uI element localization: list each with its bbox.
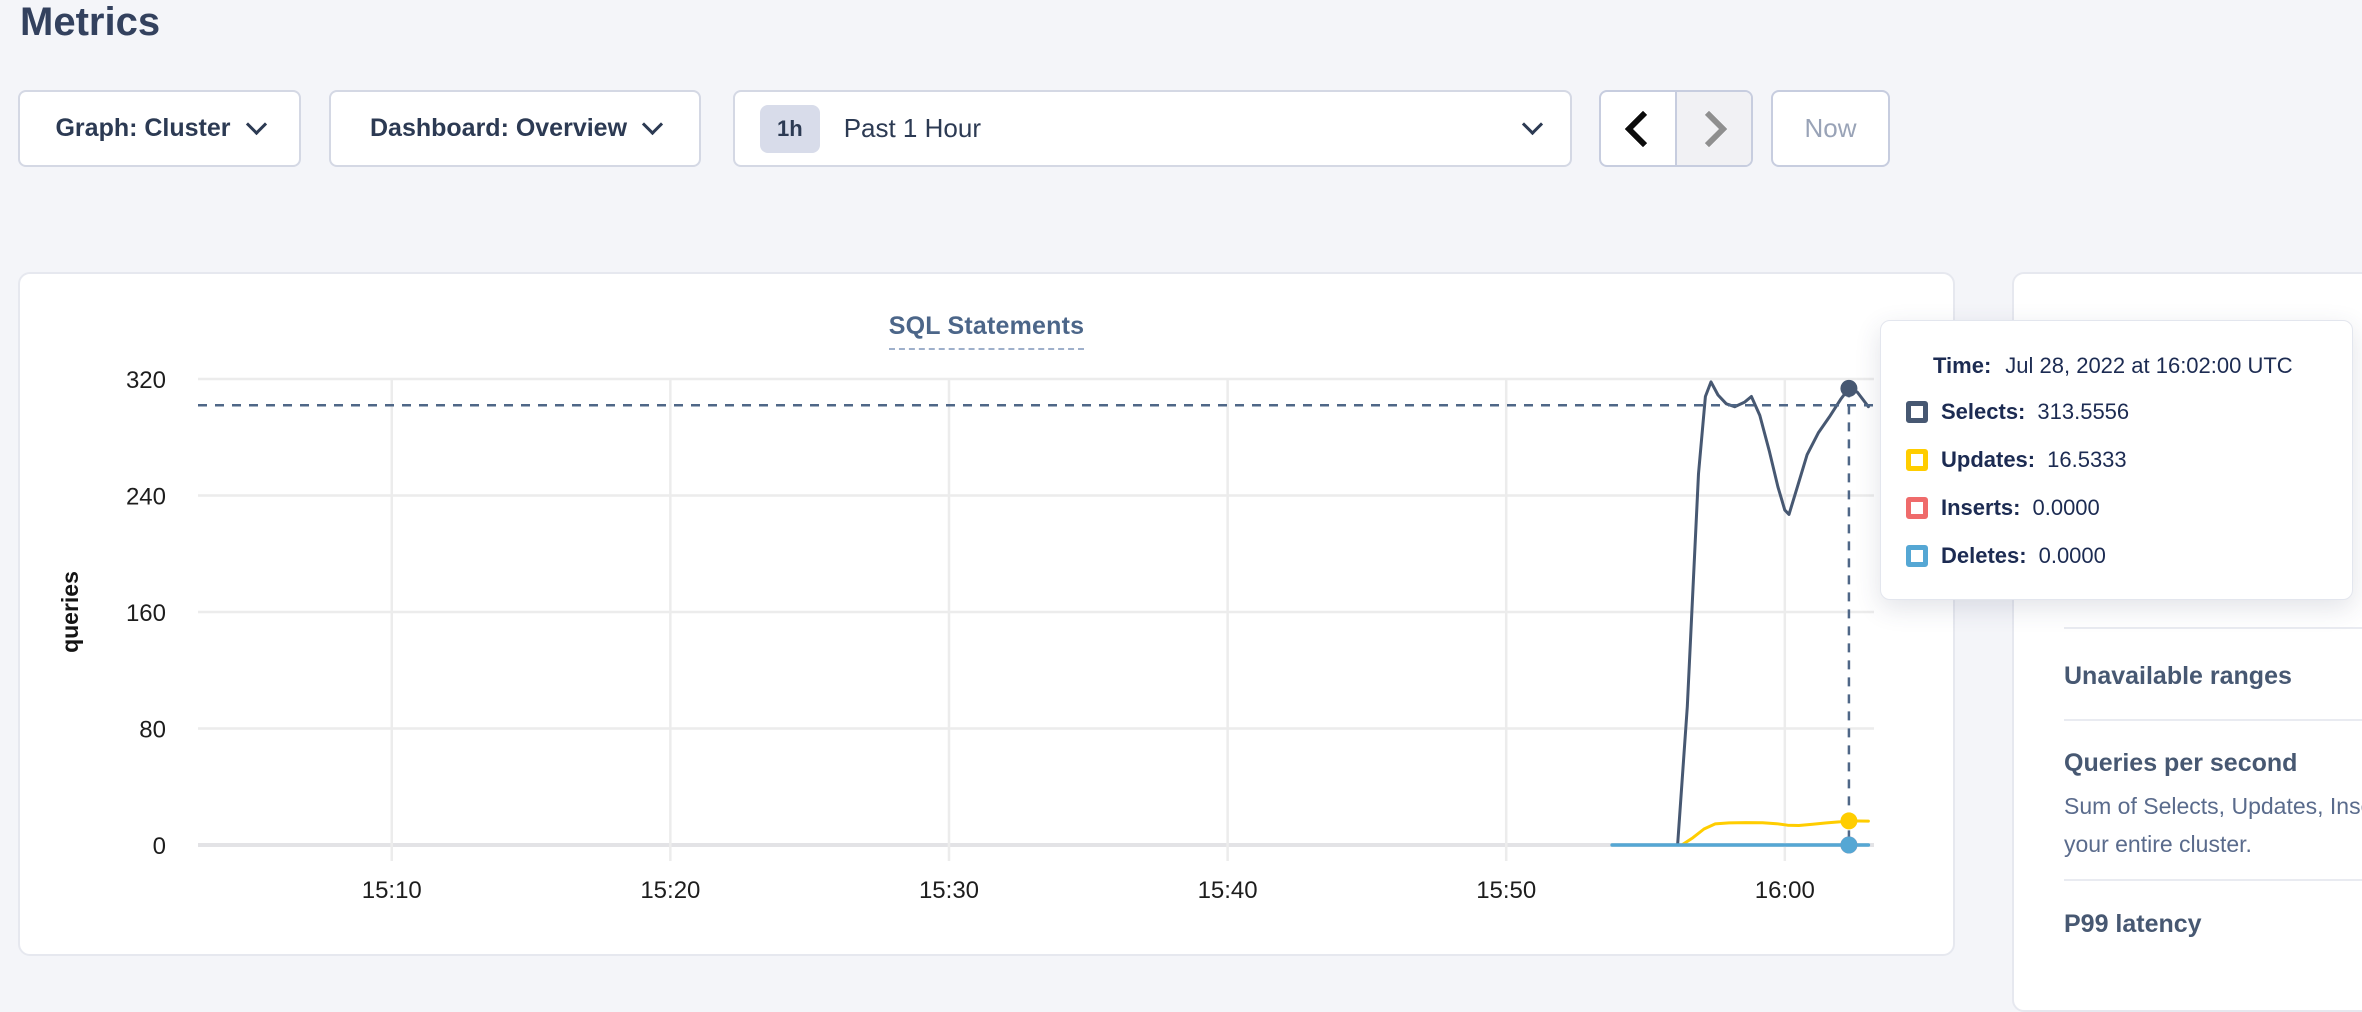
sql-statements-chart-card: 0 80 160 240 320 15:10 15:20 15:30 15:40 15:50 16:…: [18, 272, 1955, 956]
inserts-swatch-icon: [1906, 497, 1928, 519]
series-line-updates: [1610, 819, 1870, 847]
chevron-down-icon: [1521, 113, 1544, 136]
y-axis-title: queries: [57, 571, 83, 653]
sidebar-item-queries-per-second: Queries per second: [2064, 749, 2298, 777]
chevron-right-icon: [1690, 110, 1728, 147]
tooltip-series-label: Deletes:: [1941, 543, 2027, 568]
chart-title-wrap: SQL Statements: [20, 312, 1953, 350]
x-tick-label: 16:00: [1755, 877, 1815, 904]
x-tick-label: 15:40: [1198, 877, 1258, 904]
y-tick-label: 240: [126, 484, 166, 511]
tooltip-row-updates: Updates: 16.5333: [1906, 445, 2334, 475]
now-button[interactable]: Now: [1771, 90, 1890, 167]
chart-hover-tooltip: Time: Jul 28, 2022 at 16:02:00 UTC Select…: [1880, 320, 2353, 600]
tooltip-time-row: Time: Jul 28, 2022 at 16:02:00 UTC: [1933, 351, 2334, 381]
tooltip-row-selects: Selects: 313.5556: [1906, 397, 2334, 427]
dashboard-dropdown-label: Dashboard: Overview: [369, 114, 628, 142]
page-title: Metrics: [20, 0, 161, 44]
time-range-label: Past 1 Hour: [843, 113, 981, 143]
next-time-button[interactable]: [1677, 92, 1751, 165]
tooltip-series-value: 0.0000: [2032, 495, 2100, 520]
y-tick-label: 320: [126, 367, 166, 394]
tooltip-series-label: Updates:: [1941, 447, 2036, 472]
tooltip-row-deletes: Deletes: 0.0000: [1906, 541, 2334, 571]
tooltip-series-value: 16.5333: [2047, 447, 2127, 472]
hover-dot-updates: [1840, 812, 1858, 830]
tooltip-time-value: Jul 28, 2022 at 16:02:00 UTC: [2005, 353, 2293, 378]
y-tick-label: 0: [153, 833, 166, 860]
tooltip-series-label: Inserts:: [1941, 495, 2021, 520]
queries-per-second-description: Sum of Selects, Updates, Inserts your en…: [2064, 787, 2362, 863]
time-range-dropdown[interactable]: 1h Past 1 Hour: [733, 90, 1572, 167]
time-pager: [1599, 90, 1753, 167]
prev-time-button[interactable]: [1601, 92, 1677, 165]
deletes-swatch-icon: [1906, 545, 1928, 567]
x-tick-label: 15:30: [919, 877, 979, 904]
y-tick-label: 80: [139, 717, 166, 744]
chevron-down-icon: [641, 113, 664, 136]
tooltip-time-label: Time:: [1933, 353, 1992, 378]
tooltip-series-value: 0.0000: [2038, 543, 2106, 568]
x-tick-label: 15:50: [1476, 877, 1536, 904]
tooltip-row-inserts: Inserts: 0.0000: [1906, 493, 2334, 523]
tooltip-series-value: 313.5556: [2037, 399, 2130, 424]
dashboard-dropdown[interactable]: Dashboard: Overview: [329, 90, 701, 167]
chevron-left-icon: [1624, 110, 1662, 147]
y-tick-label: 160: [126, 600, 166, 627]
chart-title[interactable]: SQL Statements: [888, 312, 1085, 350]
updates-swatch-icon: [1906, 449, 1928, 471]
time-range-badge: 1h: [760, 104, 820, 153]
sidebar-item-p99-latency: P99 latency: [2064, 910, 2202, 938]
chevron-down-icon: [245, 113, 267, 136]
sidebar-item-unavailable-ranges: Unavailable ranges: [2064, 662, 2292, 690]
description-line: your entire cluster.: [2064, 831, 2252, 857]
sql-statements-chart-plot[interactable]: 0 80 160 240 320 15:10 15:20 15:30 15:40 15:50 16:…: [20, 274, 1953, 954]
graph-dropdown[interactable]: Graph: Cluster: [18, 90, 301, 167]
x-tick-label: 15:20: [640, 877, 700, 904]
tooltip-series-label: Selects:: [1941, 399, 2026, 424]
selects-swatch-icon: [1906, 401, 1928, 423]
description-line: Sum of Selects, Updates, Inserts: [2064, 793, 2362, 819]
hover-dot-selects: [1840, 379, 1858, 397]
divider: [2064, 627, 2362, 629]
divider: [2064, 719, 2362, 721]
metrics-page: { "page": { "title": "Metrics" }, "contr…: [18, 0, 2362, 1012]
series-line-selects: [1610, 380, 1870, 847]
x-tick-label: 15:10: [362, 877, 422, 904]
graph-dropdown-label: Graph: Cluster: [55, 114, 231, 142]
divider: [2064, 879, 2362, 881]
hover-dot-deletes: [1840, 836, 1858, 854]
